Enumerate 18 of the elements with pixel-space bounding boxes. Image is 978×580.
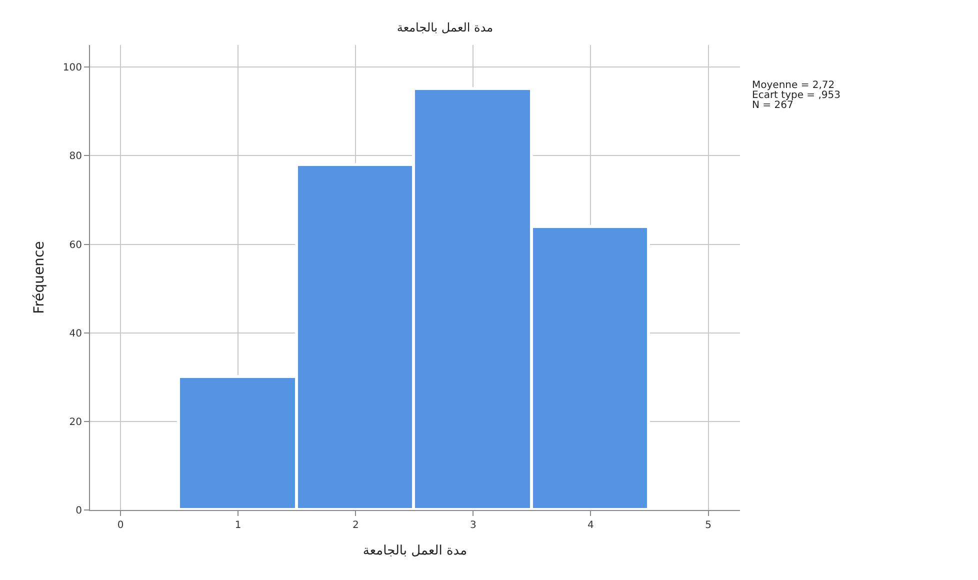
y-tick-label: 20 (69, 416, 82, 428)
y-tick-label: 80 (69, 151, 82, 162)
y-tick-label: 60 (69, 240, 82, 251)
chart-title: مدة العمل بالجامعة (396, 20, 494, 35)
text: Moyenne = 2,72 (752, 80, 835, 91)
y-axis-title: Fréquence (32, 241, 48, 314)
text: N = 267 (752, 100, 794, 111)
y-tick-label: 0 (76, 506, 82, 516)
text: Ecart type = ,953 (752, 90, 840, 101)
x-tick-label: 0 (117, 520, 124, 531)
x-tick-label: 5 (705, 520, 712, 531)
x-tick-label: 2 (352, 520, 359, 531)
x-tick-label: 1 (234, 520, 242, 531)
y-tick-label: 40 (69, 328, 82, 340)
x-tick-label: 4 (588, 520, 594, 531)
y-tick-label: 100 (62, 62, 82, 74)
x-axis-title: مدة العمل بالجامعة (362, 544, 468, 559)
x-tick-label: 3 (470, 520, 476, 531)
